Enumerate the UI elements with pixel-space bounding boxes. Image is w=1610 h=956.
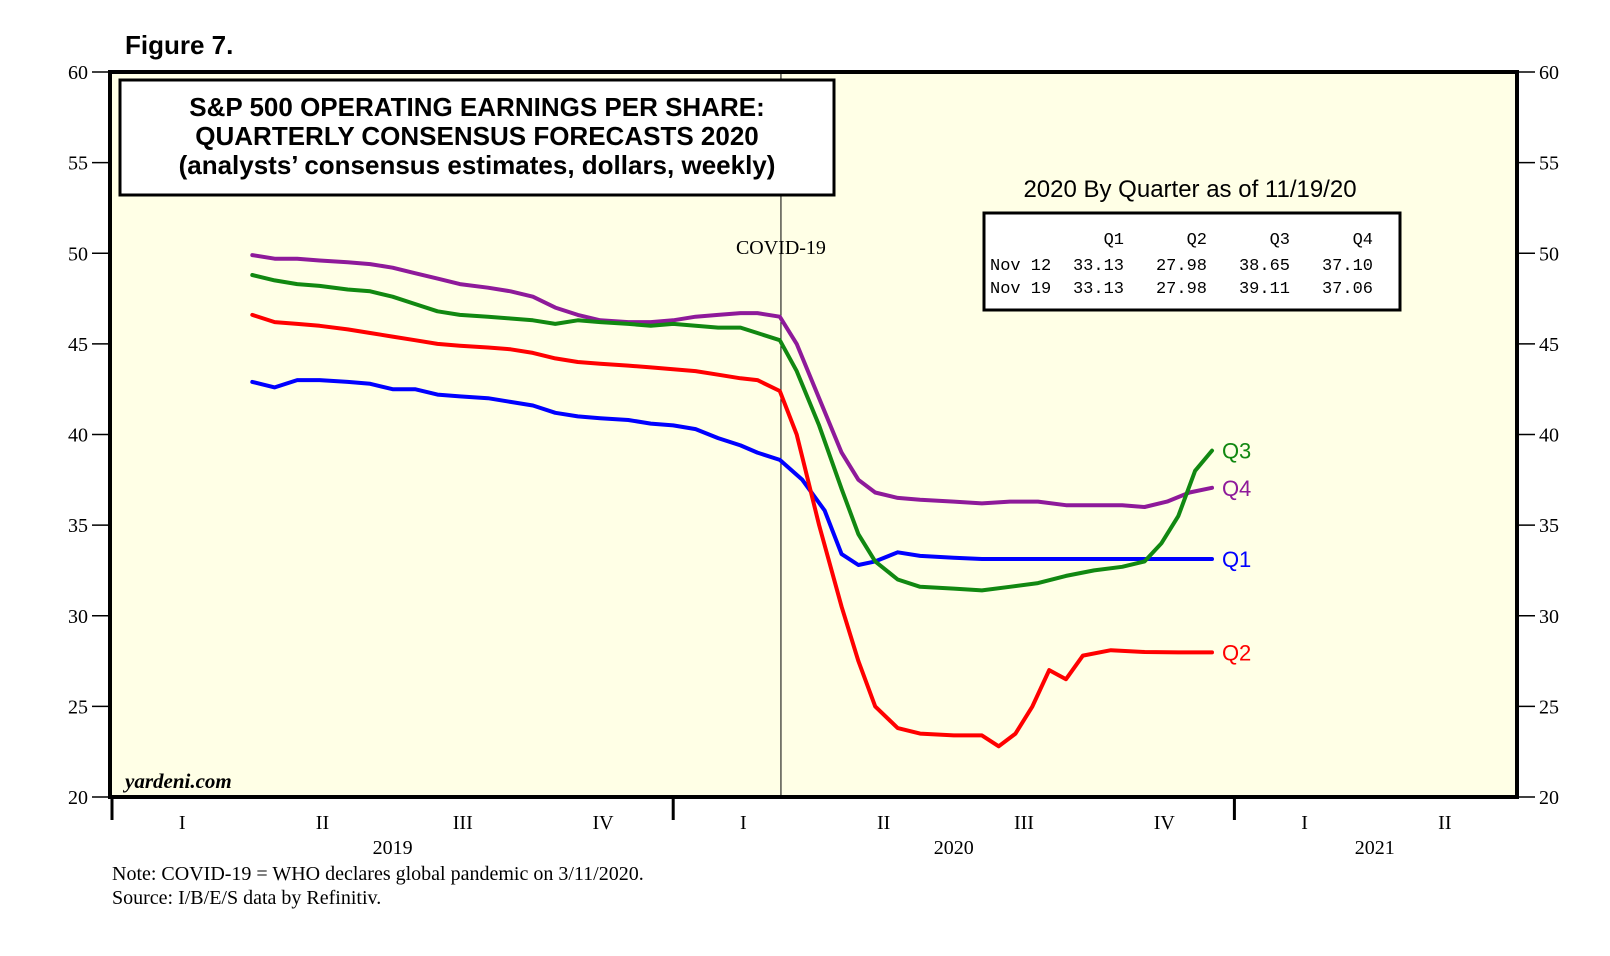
year-label: 2021 <box>1355 837 1395 859</box>
y-tick-label-left: 20 <box>68 787 88 809</box>
y-tick-label-right: 25 <box>1539 696 1559 718</box>
series-label-q2: Q2 <box>1222 640 1251 665</box>
y-tick-label-left: 30 <box>68 606 88 628</box>
table-column-header: Q2 <box>1187 231 1207 250</box>
quarter-label: IV <box>592 812 614 834</box>
forecast-table-body: Q1 Q2 Q3 Q4 Nov 12 33.13 27.98 38.65 37.10 Nov 19… <box>990 231 1373 299</box>
series-line-q1 <box>250 378 1214 567</box>
series-layer: Q4 Q1 Q2 Q3 <box>250 253 1251 749</box>
table-cell: 38.65 <box>1239 257 1290 276</box>
y-tick-label-right: 40 <box>1539 425 1559 447</box>
quarter-label: I <box>179 812 186 834</box>
series-line-q4 <box>250 253 1214 509</box>
table-column-header: Q1 <box>1104 231 1124 250</box>
quarter-label: II <box>316 812 329 834</box>
y-tick-label-right: 35 <box>1539 515 1559 537</box>
table-row-label: Nov 19 <box>990 280 1051 299</box>
y-tick-label-right: 50 <box>1539 243 1559 265</box>
y-tick-label-left: 35 <box>68 515 88 537</box>
series-label-q3: Q3 <box>1222 439 1251 464</box>
y-tick-label-left: 50 <box>68 243 88 265</box>
chart-title-line-2: QUARTERLY CONSENSUS FORECASTS 2020 <box>195 121 758 151</box>
left-y-axis: 20 25 30 35 40 45 50 55 60 <box>68 62 110 809</box>
plot-frame <box>108 70 1519 799</box>
watermark: yardeni.com <box>122 769 232 793</box>
table-cell: 37.10 <box>1322 257 1373 276</box>
table-cell: 33.13 <box>1073 280 1124 299</box>
y-tick-label-left: 55 <box>68 153 88 175</box>
quarter-label: III <box>453 812 473 834</box>
quarter-label: I <box>740 812 747 834</box>
year-label: 2020 <box>934 837 974 859</box>
quarter-label: I <box>1301 812 1308 834</box>
note-text: Note: COVID-19 = WHO declares global pan… <box>112 863 644 885</box>
table-cell: 33.13 <box>1073 257 1124 276</box>
y-tick-label-left: 25 <box>68 696 88 718</box>
table-cell: 27.98 <box>1156 280 1207 299</box>
forecast-table <box>982 211 1402 312</box>
y-tick-label-right: 60 <box>1539 62 1559 84</box>
quarter-label: II <box>877 812 890 834</box>
source-text: Source: I/B/E/S data by Refinitiv. <box>112 887 381 909</box>
table-row-label: Nov 12 <box>990 257 1051 276</box>
quarter-label: III <box>1014 812 1034 834</box>
title-box <box>118 78 836 197</box>
year-label: 2019 <box>373 837 413 859</box>
series-line-q2 <box>250 312 1214 749</box>
figure-label: Figure 7. <box>125 30 233 60</box>
series-label-q4: Q4 <box>1222 476 1251 501</box>
table-cell: 27.98 <box>1156 257 1207 276</box>
y-tick-label-left: 60 <box>68 62 88 84</box>
y-tick-label-right: 45 <box>1539 334 1559 356</box>
y-tick-label-right: 30 <box>1539 606 1559 628</box>
table-title: 2020 By Quarter as of 11/19/20 <box>1023 176 1356 203</box>
table-cell: 39.11 <box>1239 280 1290 299</box>
series-line-q3 <box>250 273 1214 593</box>
chart-subtitle: (analysts’ consensus estimates, dollars,… <box>179 150 776 180</box>
y-tick-label-right: 20 <box>1539 787 1559 809</box>
chart-title-line-1: S&P 500 OPERATING EARNINGS PER SHARE: <box>189 92 765 122</box>
y-tick-label-left: 45 <box>68 334 88 356</box>
series-label-q1: Q1 <box>1222 547 1251 572</box>
table-cell: 37.06 <box>1322 280 1373 299</box>
y-tick-label-left: 40 <box>68 425 88 447</box>
table-column-header: Q3 <box>1270 231 1290 250</box>
quarter-label: IV <box>1154 812 1176 834</box>
quarter-label: II <box>1438 812 1451 834</box>
table-column-header: Q4 <box>1353 231 1373 250</box>
covid-event-label: COVID-19 <box>736 237 826 259</box>
y-tick-label-right: 55 <box>1539 153 1559 175</box>
right-y-axis: 20 25 30 35 40 45 50 55 60 <box>1517 62 1559 809</box>
